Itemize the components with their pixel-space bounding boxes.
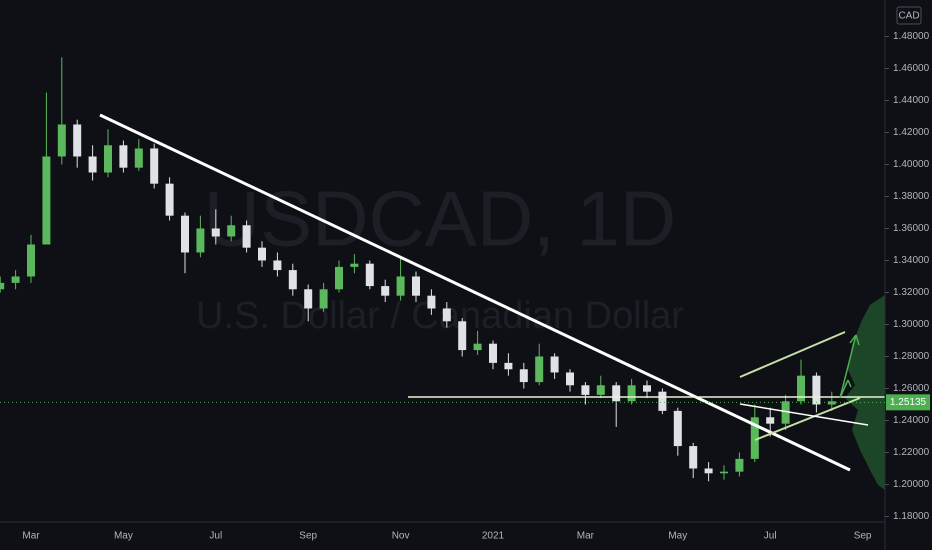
- candle-body: [781, 401, 790, 424]
- y-tick-label: 1.26000: [893, 383, 930, 394]
- candle-body: [350, 263, 359, 267]
- candle-body: [596, 385, 605, 395]
- candle-body: [335, 266, 343, 290]
- x-tick-label: Sep: [854, 531, 872, 542]
- candle-body: [27, 244, 35, 277]
- x-tick-label: 2021: [482, 531, 505, 542]
- candle-body: [504, 362, 513, 370]
- y-tick-label: 1.18000: [893, 511, 930, 522]
- candle-body: [396, 276, 405, 296]
- y-tick-label: 1.34000: [893, 255, 930, 266]
- candle-body: [273, 260, 282, 271]
- candle-body: [104, 145, 112, 173]
- x-tick-label: Sep: [299, 531, 317, 542]
- candle-body: [535, 356, 544, 383]
- y-tick-label: 1.30000: [893, 319, 930, 330]
- candle-body: [612, 385, 621, 402]
- candle-body: [797, 375, 805, 402]
- candle-body: [827, 401, 836, 405]
- volume-profile: [845, 295, 885, 490]
- candle-body: [57, 124, 66, 157]
- candle-body: [689, 446, 698, 469]
- candle-body: [750, 417, 759, 459]
- downtrend-line: [99, 113, 851, 472]
- x-tick-label: Mar: [577, 531, 595, 542]
- currency-label: CAD: [898, 11, 919, 22]
- candle-body: [88, 156, 97, 173]
- candle-body: [258, 247, 266, 261]
- candle-body: [566, 372, 574, 386]
- candle-body: [550, 356, 559, 373]
- candle-body: [812, 375, 821, 405]
- candle-body: [412, 276, 420, 296]
- candle-body: [196, 228, 205, 253]
- candle-body: [73, 124, 82, 157]
- watermark-symbol: USDCAD, 1D: [204, 175, 676, 263]
- candles: [0, 57, 836, 482]
- candle-body: [165, 183, 174, 216]
- x-tick-label: Nov: [392, 531, 410, 542]
- y-tick-label: 1.48000: [893, 31, 930, 42]
- candle-body: [227, 225, 236, 237]
- candle-body: [581, 385, 590, 395]
- y-tick-label: 1.20000: [893, 479, 930, 490]
- candle-body: [519, 369, 528, 383]
- candle-body: [242, 225, 251, 248]
- x-tick-label: May: [114, 531, 133, 542]
- channel-top: [739, 331, 846, 378]
- x-tick-label: Jul: [764, 531, 777, 542]
- candle-body: [473, 343, 482, 351]
- candle-body: [0, 282, 5, 290]
- candle-body: [489, 343, 497, 363]
- currency-box: [896, 6, 922, 25]
- y-tick-label: 1.44000: [893, 95, 930, 106]
- candle-body: [119, 145, 128, 168]
- candle-body: [427, 295, 436, 309]
- flag-line: [739, 403, 869, 426]
- y-tick-label: 1.40000: [893, 159, 930, 170]
- candle-body: [365, 263, 374, 287]
- candle-body: [134, 148, 143, 168]
- y-tick-label: 1.42000: [893, 127, 930, 138]
- y-tick-label: 1.28000: [893, 351, 930, 362]
- candle-body: [211, 228, 220, 237]
- arrow-target: [839, 334, 860, 399]
- candle-body: [735, 458, 744, 472]
- candle-body: [288, 270, 297, 290]
- candle-body: [673, 410, 682, 447]
- candle-body: [658, 391, 667, 411]
- x-tick-label: Jul: [209, 531, 222, 542]
- candle-body: [181, 215, 189, 253]
- candle-body: [319, 289, 328, 309]
- y-tick-label: 1.22000: [893, 447, 930, 458]
- channel-bottom: [754, 397, 861, 441]
- candle-body: [627, 385, 636, 402]
- candle-body: [766, 417, 775, 424]
- candle-body: [458, 321, 467, 351]
- candle-body: [150, 148, 159, 184]
- y-tick-label: 1.36000: [893, 223, 930, 234]
- candle-body: [442, 308, 451, 322]
- last-price-box: [886, 394, 930, 411]
- candle-body: [704, 468, 713, 474]
- y-tick-label: 1.46000: [893, 63, 930, 74]
- candle-body: [304, 289, 313, 309]
- candle-body: [643, 385, 651, 392]
- y-tick-label: 1.24000: [893, 415, 930, 426]
- y-tick-label: 1.38000: [893, 191, 930, 202]
- y-tick-label: 1.32000: [893, 287, 930, 298]
- x-tick-label: Mar: [22, 531, 40, 542]
- candle-body: [42, 156, 51, 245]
- candle-body: [11, 276, 20, 283]
- candle-body: [720, 471, 728, 474]
- watermark-description: U.S. Dollar / Canadian Dollar: [196, 295, 684, 337]
- x-tick-label: May: [668, 531, 687, 542]
- last-price-label: 1.25135: [890, 397, 927, 408]
- candle-body: [381, 286, 390, 296]
